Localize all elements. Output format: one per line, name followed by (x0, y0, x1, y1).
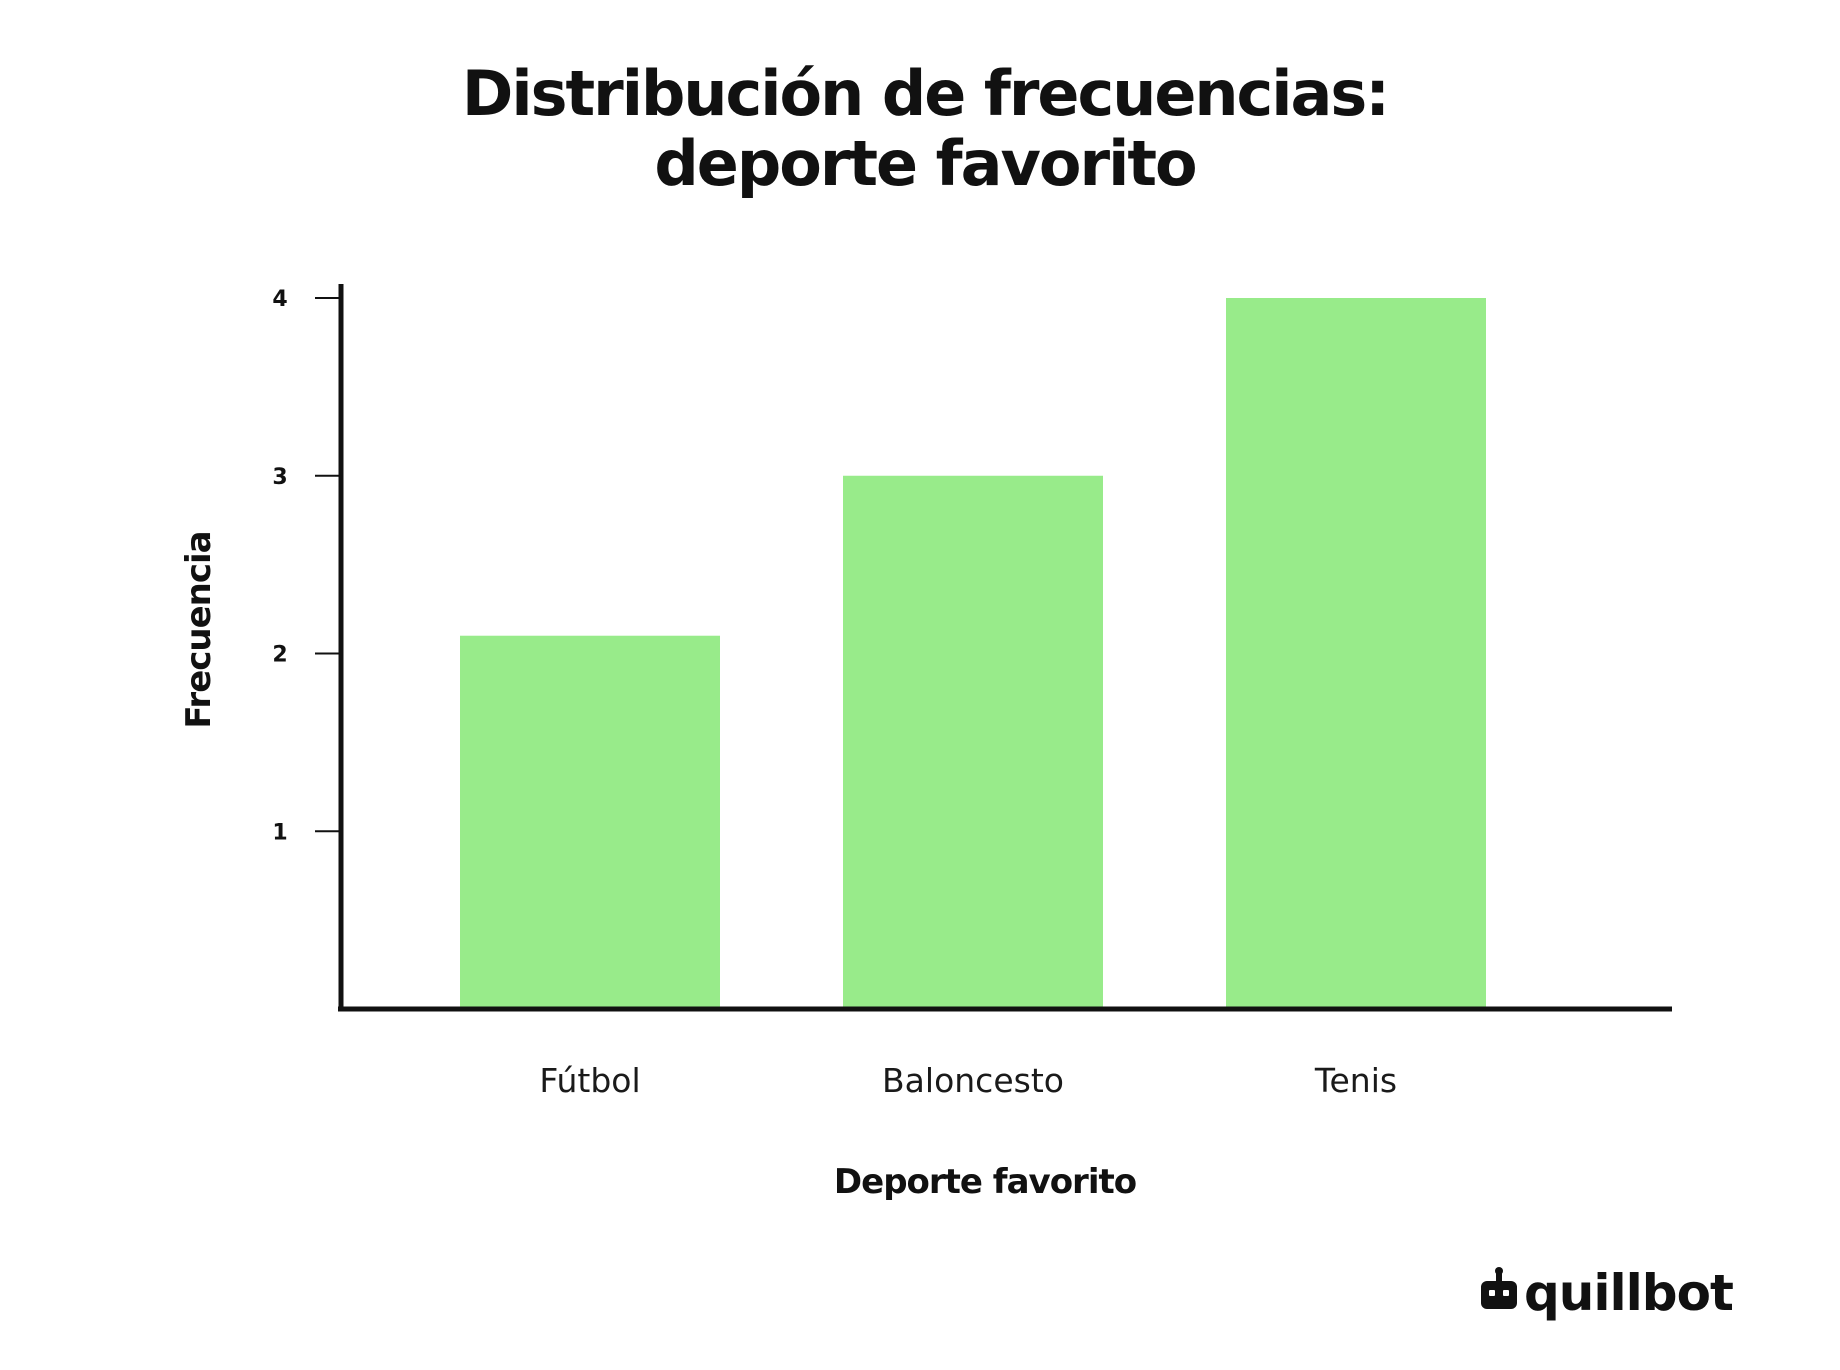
robot-icon (1481, 1267, 1517, 1309)
y-axis-title: Frecuencia (179, 531, 219, 728)
bar-tenis (1226, 298, 1486, 1009)
x-axis-categories: Fútbol Baloncesto Tenis (539, 1061, 1397, 1100)
x-axis-title: Deporte favorito (834, 1162, 1136, 1202)
bar-futbol (460, 635, 720, 1009)
y-axis-ticks: 1 2 3 4 (272, 287, 339, 845)
y-tick-label: 3 (272, 465, 287, 490)
x-tick-label: Baloncesto (882, 1061, 1064, 1100)
brand-name: quillbot (1524, 1264, 1733, 1322)
y-tick-label: 2 (272, 643, 287, 668)
x-tick-label: Tenis (1314, 1061, 1397, 1100)
y-tick-label: 1 (272, 820, 287, 845)
bar-baloncesto (843, 475, 1103, 1009)
chart-title-line-2: deporte favorito (654, 127, 1195, 200)
chart-title-line-1: Distribución de frecuencias: (462, 57, 1388, 130)
bars (460, 298, 1486, 1009)
chart-title: Distribución de frecuencias: deporte fav… (462, 57, 1390, 200)
x-tick-label: Fútbol (539, 1061, 640, 1100)
quillbot-logo: quillbot (1481, 1264, 1734, 1322)
y-tick-label: 4 (272, 287, 287, 312)
